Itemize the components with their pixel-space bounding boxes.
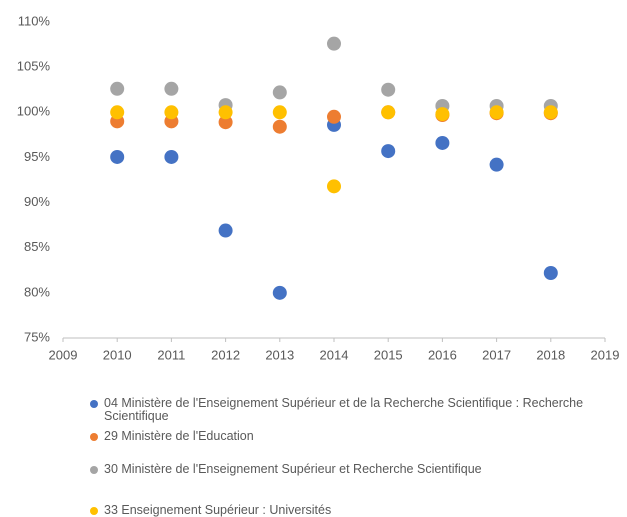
point xyxy=(489,105,504,120)
point xyxy=(272,105,287,120)
point xyxy=(218,105,233,120)
point xyxy=(489,157,504,172)
point xyxy=(543,265,558,280)
x-tick-label: 2009 xyxy=(49,347,78,362)
x-tick-label: 2018 xyxy=(536,347,565,362)
point xyxy=(164,105,179,120)
legend-item: 30 Ministère de l'Enseignement Supérieur… xyxy=(90,463,620,476)
legend-item: 29 Ministère de l'Education xyxy=(90,430,620,443)
x-tick-label: 2010 xyxy=(103,347,132,362)
legend-item: 33 Enseignement Supérieur : Universités xyxy=(90,504,620,517)
x-tick-label: 2017 xyxy=(482,347,511,362)
y-tick-label: 95% xyxy=(24,149,50,164)
x-tick-label: 2016 xyxy=(428,347,457,362)
legend-marker xyxy=(90,466,98,474)
point xyxy=(435,107,450,122)
legend-label: 30 Ministère de l'Enseignement Supérieur… xyxy=(104,462,482,476)
y-tick-label: 90% xyxy=(24,194,50,209)
y-tick-label: 110% xyxy=(18,13,51,28)
point xyxy=(272,285,287,300)
point xyxy=(164,81,179,96)
legend-label: 29 Ministère de l'Education xyxy=(104,429,254,443)
y-tick-label: 80% xyxy=(24,284,50,299)
x-tick-label: 2014 xyxy=(320,347,349,362)
x-tick-label: 2019 xyxy=(591,347,620,362)
legend-label: 33 Enseignement Supérieur : Universités xyxy=(104,503,332,517)
point xyxy=(327,179,341,194)
x-tick-label: 2012 xyxy=(211,347,240,362)
point xyxy=(435,135,450,150)
point xyxy=(327,36,341,51)
x-tick-label: 2013 xyxy=(265,347,294,362)
y-tick-label: 75% xyxy=(24,329,50,344)
legend-marker xyxy=(90,507,98,515)
y-tick-label: 100% xyxy=(17,104,51,119)
point xyxy=(110,149,125,164)
point xyxy=(543,105,558,120)
point xyxy=(110,105,125,120)
point xyxy=(381,105,396,120)
point xyxy=(218,223,233,238)
point xyxy=(272,85,287,100)
x-tick-label: 2011 xyxy=(157,347,185,362)
point xyxy=(327,109,341,124)
y-tick-label: 85% xyxy=(24,239,50,254)
legend-marker xyxy=(90,433,98,441)
legend-marker xyxy=(90,400,98,408)
y-tick-label: 105% xyxy=(17,59,51,74)
point xyxy=(381,144,396,159)
chart: 75% 80% 85% 90% 95% 100% 105% 110% 2009 2010 2011 2… xyxy=(17,13,620,362)
point xyxy=(164,149,179,164)
point xyxy=(110,81,125,96)
x-tick-label: 2015 xyxy=(374,347,403,362)
point xyxy=(381,82,396,97)
legend-item: 04 Ministère de l'Enseignement Supérieur… xyxy=(90,397,620,423)
legend-label: 04 Ministère de l'Enseignement Supérieur… xyxy=(104,396,584,423)
point xyxy=(272,119,287,134)
point xyxy=(218,115,233,130)
